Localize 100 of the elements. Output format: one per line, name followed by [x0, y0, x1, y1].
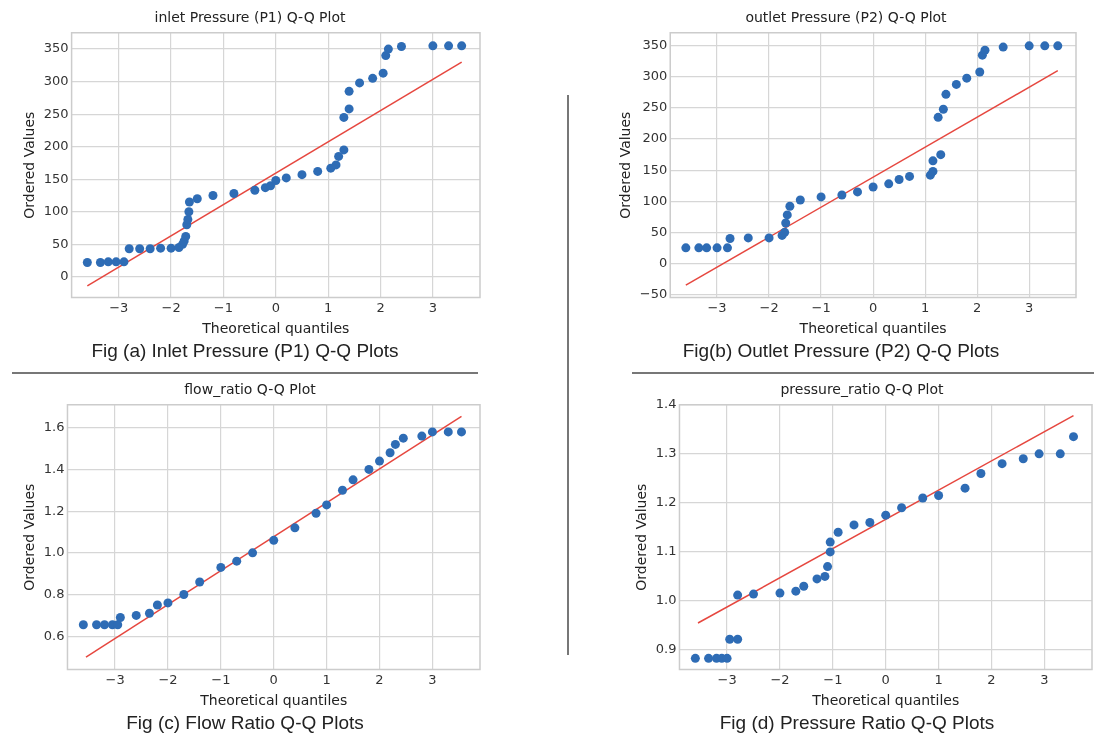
point — [427, 427, 437, 437]
point — [849, 520, 859, 530]
x-tick-label: 0 — [271, 299, 280, 315]
point — [782, 210, 792, 220]
chart-title: outlet Pressure (P2) Q-Q Plot — [745, 9, 948, 26]
point — [271, 175, 281, 185]
x-tick-label: 1 — [322, 671, 331, 687]
y-tick-label: 0.6 — [43, 627, 65, 643]
point — [928, 166, 938, 176]
point — [941, 89, 951, 99]
point — [348, 475, 358, 485]
point — [119, 257, 129, 267]
y-tick-label: 300 — [642, 68, 668, 84]
x-axis-title: Theoretical quantiles — [811, 692, 960, 709]
x-tick-label: −3 — [105, 671, 125, 687]
point — [313, 166, 323, 176]
point — [933, 112, 943, 122]
y-tick-label: 1.1 — [655, 543, 677, 559]
y-tick-label: 150 — [43, 170, 69, 186]
y-axis-title: Ordered Values — [21, 111, 38, 219]
point — [322, 500, 332, 510]
point — [1034, 449, 1044, 459]
x-tick-label: 2 — [973, 299, 982, 315]
point — [417, 431, 427, 441]
point — [1018, 454, 1028, 464]
point — [975, 67, 985, 77]
point — [390, 439, 400, 449]
point — [428, 41, 438, 51]
point — [1055, 449, 1065, 459]
point — [184, 207, 194, 217]
x-tick-label: −1 — [823, 671, 843, 687]
point — [980, 45, 990, 55]
point — [725, 234, 735, 244]
point — [378, 68, 388, 78]
y-tick-label: 300 — [43, 72, 69, 88]
y-tick-label: 250 — [642, 99, 668, 115]
y-tick-label: 1.6 — [43, 419, 65, 435]
point — [135, 244, 145, 254]
x-tick-label: −3 — [707, 299, 727, 315]
point — [960, 483, 970, 493]
x-tick-label: 1 — [934, 671, 943, 687]
point — [100, 620, 109, 630]
point — [311, 508, 321, 518]
point — [331, 160, 341, 170]
x-tick-label: 3 — [428, 671, 437, 687]
x-tick-label: 2 — [376, 299, 385, 315]
x-tick-label: −3 — [109, 299, 129, 315]
x-tick-label: −2 — [770, 671, 790, 687]
point — [145, 244, 155, 254]
y-tick-label: 1.2 — [43, 502, 65, 518]
point — [163, 598, 173, 608]
text: Fig(b) Outlet Pressure (P2) Q-Q Plots — [681, 340, 1001, 362]
point — [733, 634, 743, 644]
point — [785, 201, 795, 211]
y-tick-label: 1.2 — [655, 494, 677, 510]
y-tick-label: 350 — [642, 37, 668, 53]
point — [934, 491, 944, 501]
x-tick-label: 0 — [881, 671, 890, 687]
point — [443, 427, 453, 437]
point — [812, 574, 822, 584]
point — [905, 171, 915, 181]
point — [124, 244, 134, 254]
x-tick-label: 3 — [1025, 299, 1034, 315]
point — [95, 257, 105, 267]
point — [865, 517, 875, 527]
point — [344, 86, 354, 96]
point — [853, 187, 863, 197]
point — [712, 243, 722, 253]
point — [1040, 41, 1050, 51]
point — [131, 610, 141, 620]
point — [250, 185, 260, 195]
point — [997, 459, 1007, 469]
y-axis-title: Ordered Values — [633, 483, 650, 591]
point — [998, 42, 1008, 52]
point — [1053, 41, 1063, 51]
x-tick-label: −2 — [161, 299, 181, 315]
point — [702, 243, 712, 253]
point — [195, 577, 205, 587]
point — [266, 181, 276, 191]
point — [398, 433, 408, 443]
point — [337, 485, 347, 495]
point — [749, 589, 759, 599]
y-tick-label: 0.8 — [43, 585, 65, 601]
x-tick-label: 1 — [324, 299, 333, 315]
point — [951, 79, 961, 89]
point — [385, 448, 395, 458]
point — [156, 243, 166, 253]
y-axis-title: Ordered Values — [21, 483, 38, 591]
point — [704, 653, 714, 663]
point — [92, 620, 102, 630]
y-tick-label: 50 — [650, 223, 668, 239]
point — [192, 194, 202, 204]
y-tick-label: 100 — [642, 192, 668, 208]
point — [928, 156, 938, 166]
point — [184, 197, 194, 207]
y-tick-label: 0.9 — [655, 641, 677, 657]
x-tick-label: −3 — [717, 671, 737, 687]
point — [229, 189, 239, 198]
point — [78, 620, 88, 630]
x-tick-label: −2 — [759, 299, 779, 315]
